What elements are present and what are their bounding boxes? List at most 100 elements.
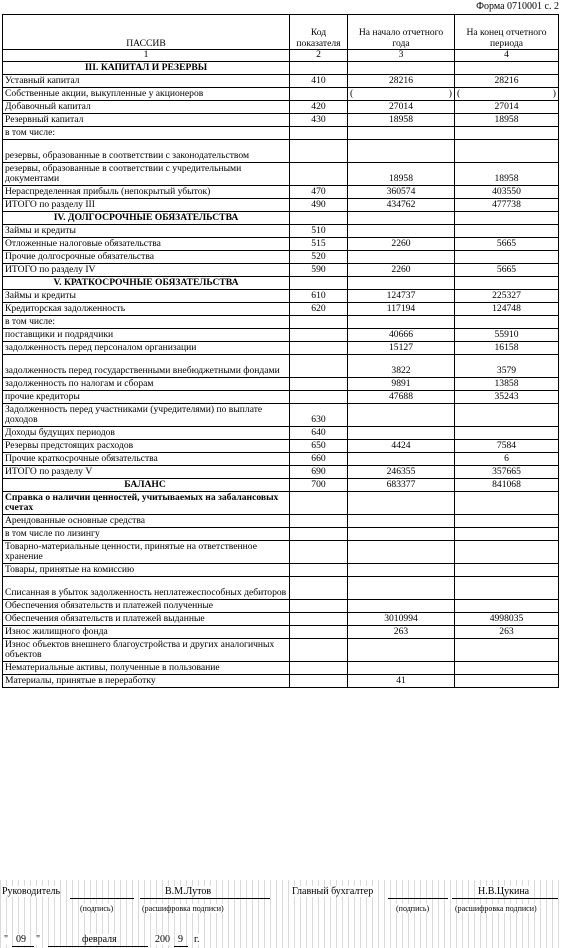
row-label: ИТОГО по разделу V	[2, 464, 290, 479]
empty-cell	[289, 210, 348, 225]
row-label: в том числе:	[2, 125, 290, 140]
row-value-end: 357665	[454, 464, 559, 479]
row-label: задолженность перед персоналом организац…	[2, 340, 290, 355]
row-code	[289, 353, 348, 378]
section-row: V. КРАТКОСРОЧНЫЕ ОБЯЗАТЕЛЬСТВА	[2, 275, 559, 290]
head-sign-caption: (подпись)	[80, 904, 114, 913]
row-code	[289, 490, 348, 515]
row-value-end: 16158	[454, 340, 559, 355]
row-label: Резервный капитал	[2, 112, 290, 127]
row-value-start: 2260	[347, 236, 455, 251]
row-label: Товары, принятые на комиссию	[2, 562, 290, 577]
table-row: задолженность перед персоналом организац…	[2, 340, 559, 355]
row-label: Добавочный капитал	[2, 99, 290, 114]
header-code: Код показателя	[289, 14, 348, 50]
date-open-quote: "	[4, 934, 9, 945]
row-value-start	[347, 314, 455, 329]
row-label: Займы и кредиты	[2, 223, 290, 238]
row-label: задолженность по налогам и сборам	[2, 376, 290, 391]
row-value-end: 7584	[454, 438, 559, 453]
table-row: Отложенные налоговые обязательства 515 226…	[2, 236, 559, 251]
row-value-end: 225327	[454, 288, 559, 303]
table-row: Товары, принятые на комиссию	[2, 562, 559, 577]
date-year-prefix: 200	[155, 934, 170, 945]
paren-close: )	[552, 88, 556, 99]
row-label: Материалы, принятые в переработку	[2, 673, 290, 688]
table-row: Обеспечения обязательств и платежей полу…	[2, 598, 559, 613]
row-value-start: 15127	[347, 340, 455, 355]
row-label: Обеспечения обязательств и платежей полу…	[2, 598, 290, 613]
col-number: 2	[289, 49, 348, 62]
row-code	[289, 314, 348, 329]
row-value-end: 5665	[454, 236, 559, 251]
table-row: поставщики и подрядчики 40666 55910	[2, 327, 559, 342]
liabilities-table: ПАССИВ Код показателя На начало отчетног…	[2, 14, 559, 688]
header-end: На конец отчетного периода	[454, 14, 559, 50]
row-value-start: 117194	[347, 301, 455, 316]
row-code	[289, 513, 348, 528]
paren-close: )	[448, 88, 452, 99]
row-label: в том числе по лизингу	[2, 526, 290, 541]
table-row: Задолженность перед участниками (учредит…	[2, 402, 559, 427]
row-value-end	[454, 314, 559, 329]
row-value-start: 124737	[347, 288, 455, 303]
row-label: Нематериальные активы, полученные в поль…	[2, 660, 290, 675]
head-sign-line	[70, 898, 134, 899]
section-row: IV. ДОЛГОСРОЧНЫЕ ОБЯЗАТЕЛЬСТВА	[2, 210, 559, 225]
row-value-start	[347, 660, 455, 675]
row-value-end	[454, 526, 559, 541]
row-code: 510	[289, 223, 348, 238]
table-row: БАЛАНС 700 683377 841068	[2, 477, 559, 492]
row-value-end	[454, 138, 559, 163]
accountant-name: Н.В.Цукина	[478, 886, 530, 897]
row-value-start: ()	[347, 86, 455, 101]
row-label: Износ объектов внешнего благоустройства …	[2, 637, 290, 662]
table-row: в том числе по лизингу	[2, 526, 559, 541]
table-row: Износ жилищного фонда 263 263	[2, 624, 559, 639]
row-code	[289, 624, 348, 639]
row-code	[289, 125, 348, 140]
row-label: Отложенные налоговые обязательства	[2, 236, 290, 251]
table-row: Справка о наличии ценностей, учитываемых…	[2, 490, 559, 515]
row-value-start	[347, 513, 455, 528]
row-value-end: 263	[454, 624, 559, 639]
paren-open: (	[457, 88, 461, 99]
row-value-start	[347, 138, 455, 163]
row-code	[289, 327, 348, 342]
row-label: Уставный капитал	[2, 73, 290, 88]
row-label: в том числе:	[2, 314, 290, 329]
table-row: Нераспределенная прибыль (непокрытый убы…	[2, 184, 559, 199]
row-value-end	[454, 539, 559, 564]
row-value-start: 2260	[347, 262, 455, 277]
row-value-end	[454, 673, 559, 688]
row-label: ИТОГО по разделу III	[2, 197, 290, 212]
row-value-start	[347, 637, 455, 662]
date-day: 09	[16, 934, 26, 945]
row-value-end: 18958	[454, 112, 559, 127]
section-title: V. КРАТКОСРОЧНЫЕ ОБЯЗАТЕЛЬСТВА	[2, 275, 290, 290]
row-label: ИТОГО по разделу IV	[2, 262, 290, 277]
row-value-end: 13858	[454, 376, 559, 391]
row-value-end: 27014	[454, 99, 559, 114]
row-label: Обеспечения обязательств и платежей выда…	[2, 611, 290, 626]
row-value-end	[454, 425, 559, 440]
row-code	[289, 660, 348, 675]
table-row: Материалы, принятые в переработку 41	[2, 673, 559, 688]
empty-cell	[289, 275, 348, 290]
table-row: Резервы предстоящих расходов 650 4424 7584	[2, 438, 559, 453]
row-value-start: 9891	[347, 376, 455, 391]
section-title: IV. ДОЛГОСРОЧНЫЕ ОБЯЗАТЕЛЬСТВА	[2, 210, 290, 225]
table-row: резервы, образованные в соответствии с з…	[2, 138, 559, 163]
col-number: 4	[454, 49, 559, 62]
row-code	[289, 575, 348, 600]
empty-cell	[347, 60, 455, 75]
row-label: Износ жилищного фонда	[2, 624, 290, 639]
table-body: III. КАПИТАЛ И РЕЗЕРВЫ Уставный капитал 41…	[2, 60, 559, 688]
row-label: Собственные акции, выкупленные у акционе…	[2, 86, 290, 101]
row-value-start	[347, 539, 455, 564]
row-code	[289, 637, 348, 662]
row-value-start: 263	[347, 624, 455, 639]
table-row: Займы и кредиты 610 124737 225327	[2, 288, 559, 303]
row-code	[289, 86, 348, 101]
row-value-end: 841068	[454, 477, 559, 492]
